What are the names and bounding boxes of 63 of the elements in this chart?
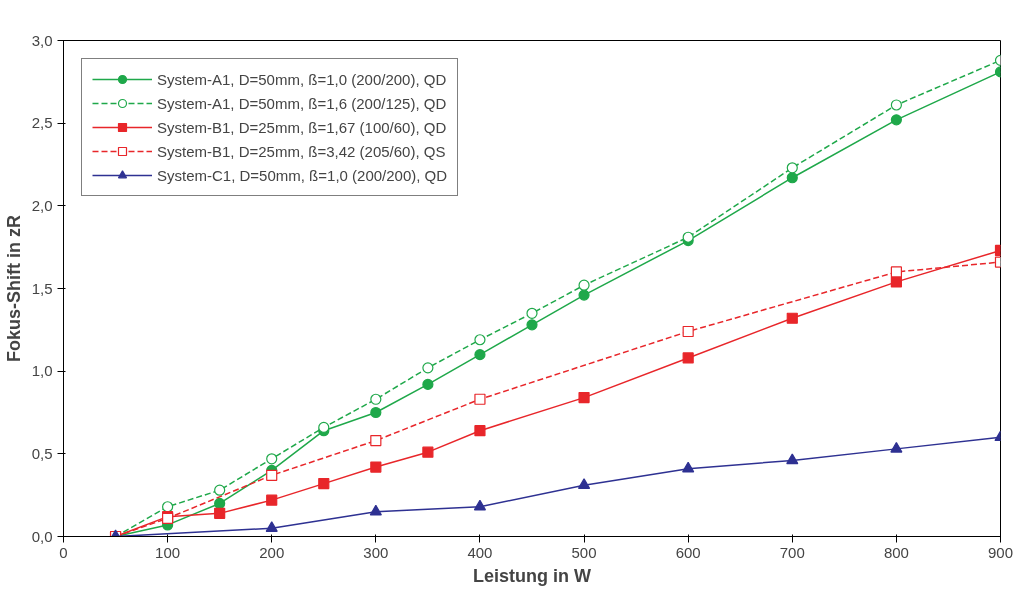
point bbox=[578, 279, 590, 291]
point bbox=[578, 289, 590, 301]
point bbox=[369, 504, 382, 516]
point bbox=[682, 231, 694, 243]
point bbox=[890, 114, 902, 126]
x-tick-label: 800 bbox=[883, 543, 909, 561]
point bbox=[786, 453, 799, 465]
point bbox=[265, 521, 278, 533]
point bbox=[682, 352, 694, 364]
y-tick-label: 3,0 bbox=[31, 31, 53, 49]
point bbox=[214, 507, 226, 519]
point bbox=[370, 435, 382, 447]
point bbox=[474, 349, 486, 361]
point bbox=[786, 172, 798, 184]
point bbox=[890, 99, 902, 111]
x-tick-label: 900 bbox=[987, 543, 1014, 561]
legend-label: System-A1, D=50mm, ß=1,6 (200/125), QD bbox=[157, 94, 447, 112]
point bbox=[474, 334, 486, 346]
point bbox=[474, 425, 486, 437]
x-tick-label: 300 bbox=[363, 543, 389, 561]
y-tick-label: 0,0 bbox=[31, 527, 53, 545]
x-tick-label: 700 bbox=[779, 543, 805, 561]
legend-label: System-B1, D=25mm, ß=3,42 (205/60), QS bbox=[157, 142, 446, 160]
y-tick-label: 2,0 bbox=[31, 196, 53, 214]
x-tick-label: 400 bbox=[467, 543, 493, 561]
point bbox=[422, 362, 434, 374]
legend-label: System-B1, D=25mm, ß=1,67 (100/60), QD bbox=[157, 118, 447, 136]
legend-label: System-A1, D=50mm, ß=1,0 (200/200), QD bbox=[157, 70, 447, 88]
point bbox=[318, 421, 330, 433]
point bbox=[370, 461, 382, 473]
point bbox=[422, 378, 434, 390]
point bbox=[473, 499, 487, 511]
x-tick-label: 100 bbox=[155, 543, 181, 561]
point bbox=[682, 325, 694, 338]
point bbox=[266, 453, 278, 465]
point bbox=[577, 478, 591, 490]
x-tick-label: 600 bbox=[675, 543, 701, 561]
point bbox=[526, 307, 538, 319]
point bbox=[370, 406, 382, 419]
x-axis-title: Leistung in W bbox=[473, 565, 591, 586]
point bbox=[578, 392, 590, 404]
point bbox=[474, 393, 486, 405]
point bbox=[266, 469, 278, 481]
y-tick-label: 1,5 bbox=[31, 279, 53, 297]
point bbox=[422, 446, 434, 458]
point bbox=[318, 477, 330, 490]
y-tick-label: 2,5 bbox=[31, 114, 53, 132]
point bbox=[266, 494, 278, 506]
y-tick-label: 1,0 bbox=[31, 362, 53, 380]
point bbox=[890, 441, 903, 453]
y-tick-label: 0,5 bbox=[31, 444, 53, 462]
point bbox=[890, 266, 902, 278]
point bbox=[786, 162, 798, 174]
x-tick-label: 500 bbox=[571, 543, 597, 561]
x-tick-label: 200 bbox=[259, 543, 285, 561]
point bbox=[526, 319, 538, 331]
legend-label: System-C1, D=50mm, ß=1,0 (200/200), QD bbox=[157, 166, 448, 184]
point bbox=[682, 461, 695, 473]
y-axis-title: Fokus-Shift in zR bbox=[3, 214, 24, 362]
point bbox=[786, 312, 798, 324]
point bbox=[214, 484, 226, 496]
point bbox=[370, 393, 382, 405]
x-tick-label: 0 bbox=[59, 543, 68, 561]
